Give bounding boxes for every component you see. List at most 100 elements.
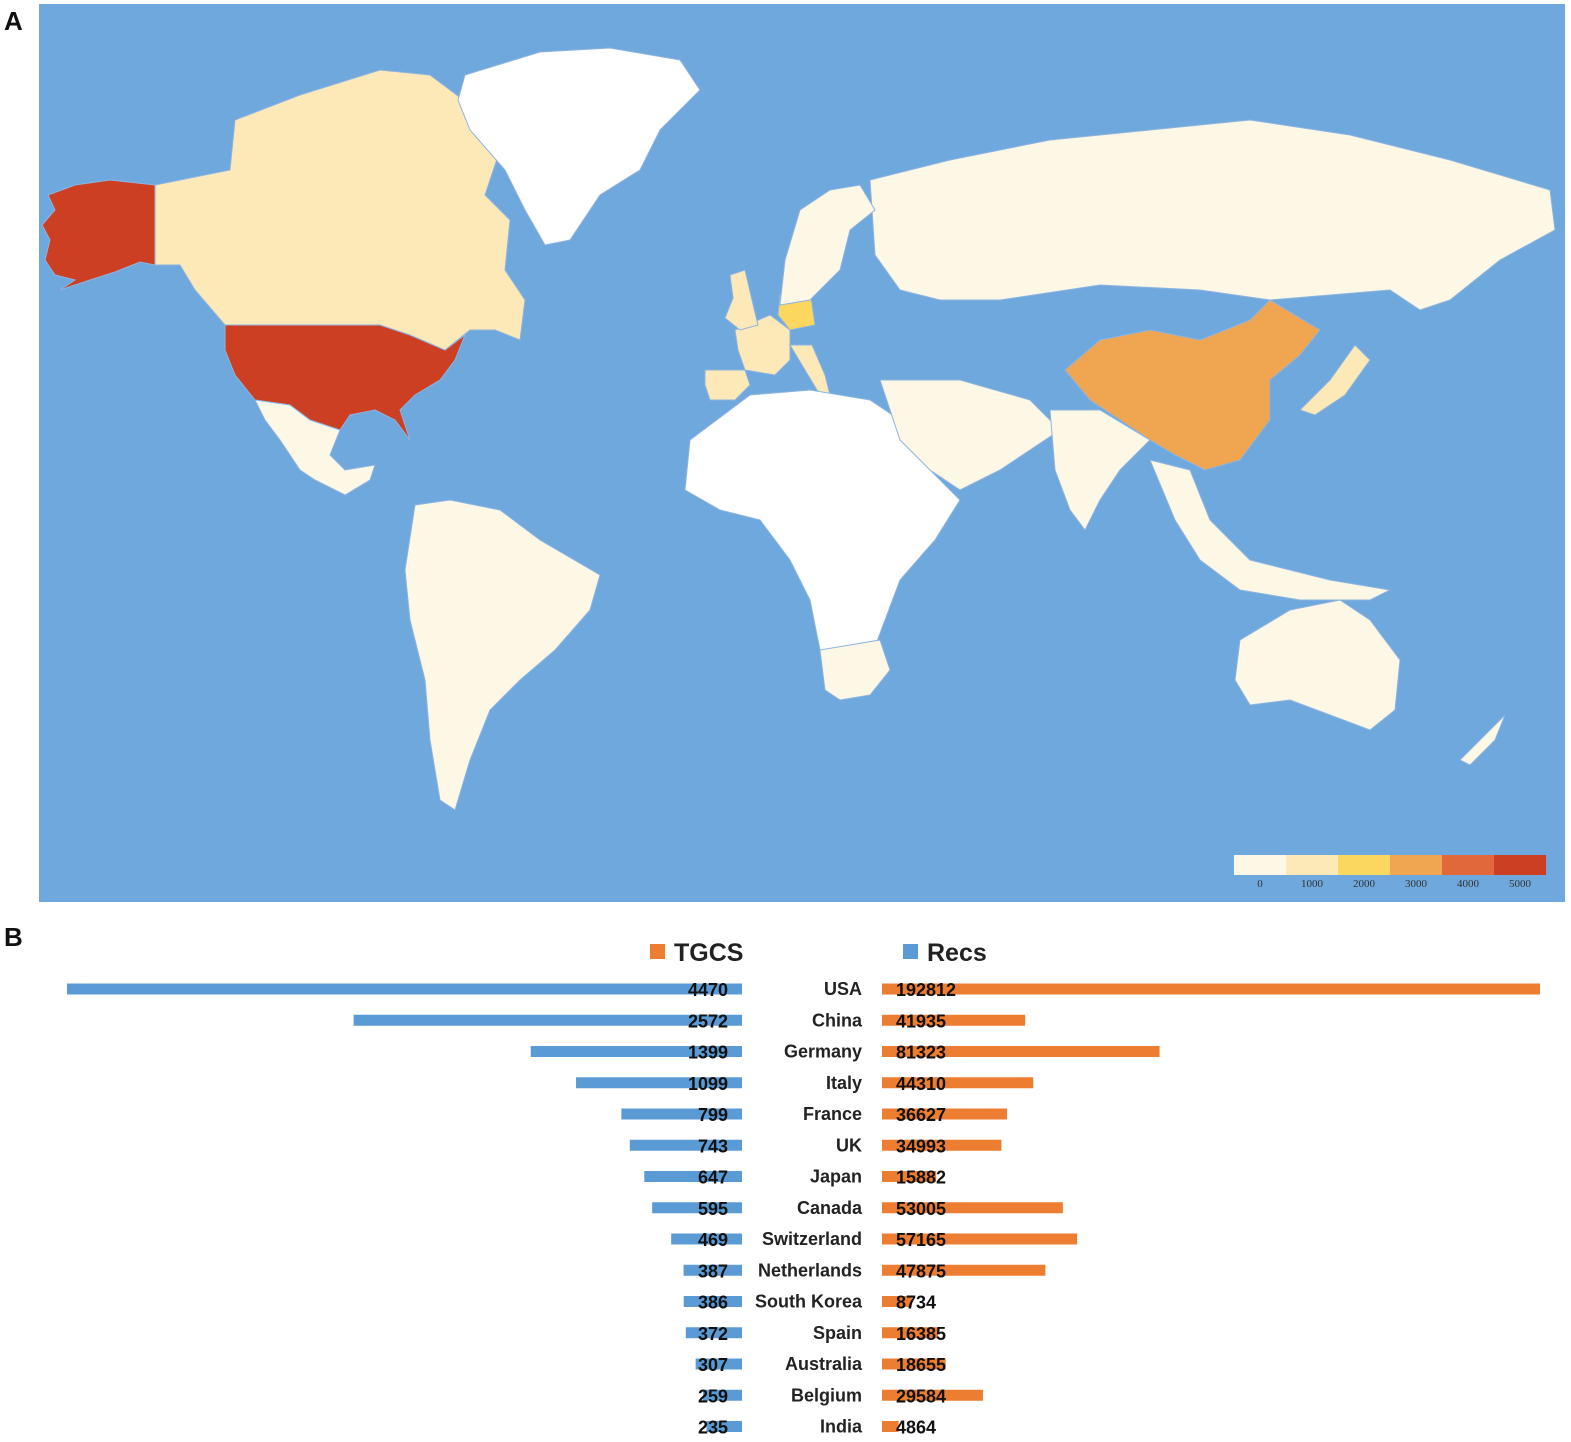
recs-bar-france bbox=[621, 1108, 742, 1120]
tgcs-value-label: 15882 bbox=[896, 1168, 946, 1188]
map-region-new-zealand bbox=[1459, 714, 1506, 766]
tgcs-bar-belgium bbox=[882, 1389, 983, 1401]
tgcs-bar-usa bbox=[882, 983, 1540, 995]
recs-bar-switzerland bbox=[671, 1233, 742, 1245]
world-choropleth-map: 0 1000 2000 3000 4000 5000 bbox=[39, 4, 1565, 902]
recs-bar-japan bbox=[644, 1171, 742, 1182]
tgcs-bar-spain bbox=[882, 1327, 938, 1339]
tgcs-value-label: 16385 bbox=[896, 1324, 946, 1344]
map-region-uk bbox=[724, 269, 759, 331]
legend-swatch bbox=[1494, 855, 1546, 875]
tgcs-value-label: 192812 bbox=[896, 980, 956, 1000]
legend-tick-label: 1000 bbox=[1301, 878, 1324, 890]
tgcs-value-label: 4864 bbox=[896, 1418, 936, 1438]
recs-value-label: 469 bbox=[698, 1230, 728, 1250]
category-label-italy: Italy bbox=[826, 1073, 862, 1093]
panel-label-a: A bbox=[4, 6, 23, 36]
map-region-southeast-asia bbox=[1149, 459, 1392, 601]
category-label-switzerland: Switzerland bbox=[762, 1229, 862, 1249]
tgcs-value-label: 53005 bbox=[896, 1199, 946, 1219]
map-region-russia bbox=[869, 119, 1556, 311]
tgcs-bar-south-korea bbox=[882, 1296, 912, 1307]
map-region-greenland bbox=[457, 47, 701, 246]
recs-value-label: 799 bbox=[698, 1105, 728, 1125]
category-label-india: India bbox=[820, 1417, 863, 1437]
legend-tick-label: 3000 bbox=[1405, 878, 1428, 890]
recs-bar-australia bbox=[695, 1358, 742, 1370]
category-label-netherlands: Netherlands bbox=[758, 1260, 862, 1280]
tgcs-value-label: 29584 bbox=[896, 1386, 946, 1406]
recs-bar-uk bbox=[629, 1139, 742, 1151]
tgcs-bar-china bbox=[882, 1014, 1026, 1026]
recs-value-label: 307 bbox=[698, 1355, 728, 1375]
recs-value-label: 386 bbox=[698, 1293, 728, 1313]
map-region-south-america bbox=[404, 499, 601, 811]
recs-bar-south-korea bbox=[683, 1296, 742, 1307]
legend-swatch bbox=[1442, 855, 1494, 875]
tgcs-bar-india bbox=[882, 1421, 899, 1432]
map-region-mexico bbox=[254, 399, 376, 496]
map-region-australia bbox=[1234, 599, 1401, 731]
legend-swatch bbox=[1286, 855, 1338, 875]
category-label-china: China bbox=[812, 1010, 863, 1030]
recs-bar-canada bbox=[652, 1202, 742, 1214]
tgcs-value-label: 47875 bbox=[896, 1261, 946, 1281]
category-label-canada: Canada bbox=[797, 1198, 863, 1218]
category-label-south-korea: South Korea bbox=[755, 1292, 863, 1312]
tgcs-bar-japan bbox=[882, 1171, 937, 1182]
tgcs-bar-switzerland bbox=[882, 1233, 1078, 1245]
category-label-australia: Australia bbox=[785, 1354, 863, 1374]
legend-swatch-recs bbox=[903, 944, 918, 959]
map-region-canada bbox=[154, 69, 526, 351]
tgcs-bar-france bbox=[882, 1108, 1007, 1120]
legend-swatch-tgcs bbox=[650, 944, 665, 959]
recs-value-label: 1099 bbox=[688, 1074, 728, 1094]
legend-tick-label: 4000 bbox=[1457, 878, 1480, 890]
tgcs-value-label: 36627 bbox=[896, 1105, 946, 1125]
recs-bar-china bbox=[353, 1014, 742, 1026]
tgcs-value-label: 18655 bbox=[896, 1355, 946, 1375]
recs-value-label: 2572 bbox=[688, 1011, 728, 1031]
recs-bar-india bbox=[706, 1421, 742, 1432]
legend-tick-label: 5000 bbox=[1509, 878, 1532, 890]
recs-value-label: 387 bbox=[698, 1261, 728, 1281]
legend-tick-label: 2000 bbox=[1353, 878, 1376, 890]
recs-value-label: 1399 bbox=[688, 1043, 728, 1063]
recs-value-label: 647 bbox=[698, 1168, 728, 1188]
recs-value-label: 595 bbox=[698, 1199, 728, 1219]
category-label-france: France bbox=[803, 1104, 862, 1124]
legend-label-tgcs: TGCS bbox=[674, 939, 743, 967]
tgcs-value-label: 41935 bbox=[896, 1011, 946, 1031]
map-region-middle-east bbox=[879, 379, 1061, 491]
map-region-alaska bbox=[41, 179, 156, 291]
category-label-japan: Japan bbox=[810, 1167, 862, 1187]
recs-value-label: 259 bbox=[698, 1386, 728, 1406]
recs-bar-spain bbox=[685, 1327, 742, 1339]
recs-value-label: 372 bbox=[698, 1324, 728, 1344]
tgcs-value-label: 57165 bbox=[896, 1230, 946, 1250]
tgcs-value-label: 81323 bbox=[896, 1043, 946, 1063]
map-region-spain bbox=[704, 369, 751, 401]
map-region-africa bbox=[684, 389, 961, 691]
series-legend: TGCS Recs bbox=[650, 939, 987, 967]
category-label-usa: USA bbox=[824, 979, 862, 999]
panel-label-b: B bbox=[4, 922, 23, 952]
tgcs-bar-canada bbox=[882, 1202, 1063, 1214]
recs-bar-usa bbox=[67, 983, 742, 995]
tgcs-bar-italy bbox=[882, 1077, 1034, 1089]
legend-label-recs: Recs bbox=[927, 939, 987, 967]
recs-value-label: 743 bbox=[698, 1136, 728, 1156]
legend-swatch bbox=[1234, 855, 1286, 875]
category-label-belgium: Belgium bbox=[791, 1385, 862, 1405]
map-color-legend: 0 1000 2000 3000 4000 5000 bbox=[1234, 855, 1546, 890]
category-label-uk: UK bbox=[836, 1135, 862, 1155]
legend-tick-label: 0 bbox=[1257, 878, 1263, 890]
category-label-germany: Germany bbox=[784, 1042, 862, 1062]
legend-swatch bbox=[1338, 855, 1390, 875]
map-region-japan bbox=[1299, 344, 1371, 416]
tgcs-value-label: 34993 bbox=[896, 1136, 946, 1156]
tgcs-bar-germany bbox=[882, 1046, 1160, 1057]
recs-bar-italy bbox=[576, 1077, 742, 1089]
tgcs-value-label: 44310 bbox=[896, 1074, 946, 1094]
